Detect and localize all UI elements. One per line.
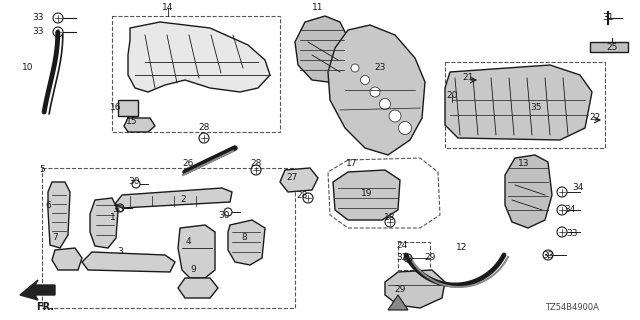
Text: 4: 4 (185, 237, 191, 246)
Polygon shape (48, 182, 70, 248)
Text: 33: 33 (566, 228, 578, 237)
Text: 12: 12 (456, 244, 468, 252)
Polygon shape (128, 22, 270, 92)
Polygon shape (124, 118, 155, 132)
Text: 30: 30 (112, 205, 124, 214)
Polygon shape (385, 270, 445, 308)
Text: 22: 22 (589, 114, 600, 123)
Text: 21: 21 (462, 74, 474, 83)
Text: 30: 30 (128, 178, 140, 187)
Polygon shape (20, 280, 55, 300)
Circle shape (360, 76, 369, 84)
Polygon shape (118, 100, 138, 116)
Text: 25: 25 (606, 44, 618, 52)
Text: 14: 14 (163, 4, 173, 12)
Polygon shape (115, 188, 232, 208)
Circle shape (370, 87, 380, 97)
Text: 30: 30 (218, 211, 230, 220)
Text: 5: 5 (39, 165, 45, 174)
Text: 33: 33 (32, 28, 44, 36)
Text: 10: 10 (22, 63, 34, 73)
Text: 31: 31 (602, 13, 614, 22)
Polygon shape (333, 170, 400, 220)
Circle shape (399, 122, 412, 134)
Text: 17: 17 (346, 158, 358, 167)
Text: 28: 28 (296, 190, 308, 199)
Text: 8: 8 (241, 233, 247, 242)
Text: 1: 1 (110, 212, 116, 221)
Polygon shape (228, 220, 265, 265)
Text: 15: 15 (126, 117, 138, 126)
Circle shape (351, 64, 359, 72)
Text: 16: 16 (110, 103, 122, 113)
Text: 23: 23 (374, 63, 386, 73)
Text: 29: 29 (394, 285, 406, 294)
Text: TZ54B4900A: TZ54B4900A (545, 303, 599, 313)
Text: 26: 26 (182, 158, 194, 167)
Polygon shape (505, 155, 552, 228)
Text: 11: 11 (312, 4, 324, 12)
Text: 34: 34 (572, 183, 584, 193)
Polygon shape (445, 65, 592, 140)
Text: 2: 2 (180, 196, 186, 204)
Text: 33: 33 (32, 13, 44, 22)
Circle shape (389, 110, 401, 122)
Circle shape (380, 99, 390, 109)
Text: 3: 3 (117, 247, 123, 257)
Text: 34: 34 (564, 205, 576, 214)
Text: 24: 24 (396, 241, 408, 250)
Polygon shape (590, 42, 628, 52)
Text: 32: 32 (396, 253, 408, 262)
Text: 9: 9 (190, 266, 196, 275)
Polygon shape (178, 278, 218, 298)
Text: 6: 6 (45, 201, 51, 210)
Text: 28: 28 (250, 158, 262, 167)
Text: 33: 33 (542, 251, 554, 260)
Polygon shape (295, 16, 348, 82)
Polygon shape (388, 295, 408, 310)
Text: 29: 29 (424, 253, 436, 262)
Polygon shape (280, 168, 318, 192)
Text: 20: 20 (446, 91, 458, 100)
Polygon shape (328, 25, 425, 155)
Text: 28: 28 (198, 124, 210, 132)
Polygon shape (178, 225, 215, 278)
Text: 35: 35 (531, 103, 541, 113)
Polygon shape (82, 252, 175, 272)
Text: 18: 18 (384, 213, 396, 222)
Polygon shape (90, 198, 118, 248)
Text: 13: 13 (518, 158, 530, 167)
Text: 27: 27 (286, 173, 298, 182)
Text: 7: 7 (52, 234, 58, 243)
Text: 19: 19 (361, 188, 372, 197)
Polygon shape (52, 248, 82, 270)
Text: FR.: FR. (36, 302, 54, 312)
